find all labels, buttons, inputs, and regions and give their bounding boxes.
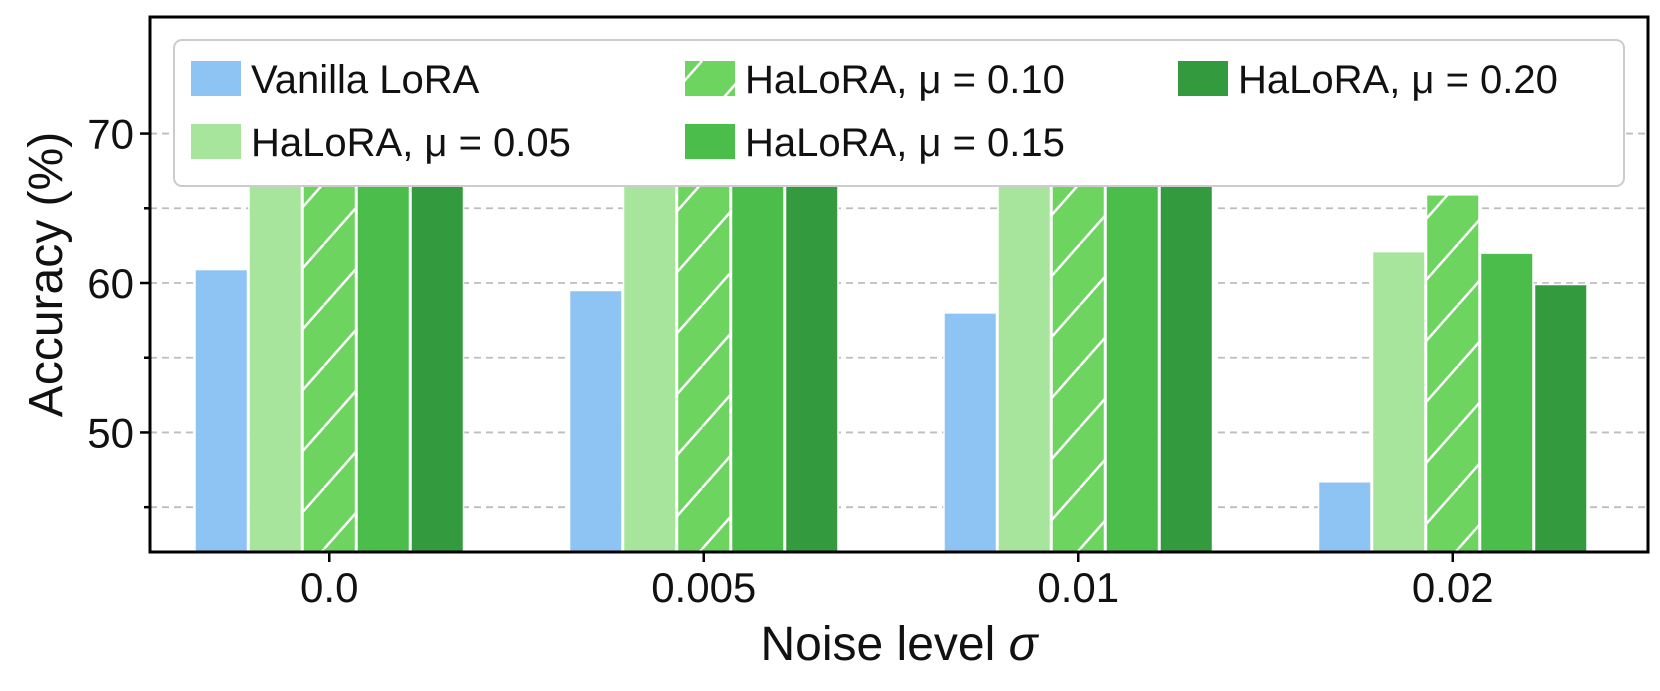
bar-1-0.02 — [1317, 481, 1372, 553]
y-tick-label: 60 — [87, 260, 134, 307]
x-axis-label-symbol: σ — [1009, 618, 1040, 671]
legend-label-2: HaLoRA, μ = 0.05 — [251, 121, 571, 165]
legend-swatch-5 — [1178, 61, 1228, 96]
bar-5-0.0 — [410, 141, 465, 553]
legend: Vanilla LoRA HaLoRA, μ = 0.05 HaLoRA, μ = … — [173, 39, 1625, 187]
x-axis-label: Noise level σ — [760, 618, 1039, 671]
bar-2-0.02 — [1371, 250, 1426, 553]
bar-5-0.005 — [784, 149, 839, 553]
x-axis-label-text: Noise level — [760, 618, 1008, 671]
legend-box — [173, 39, 1625, 187]
bar-5-0.01 — [1159, 153, 1214, 553]
bar-1-0.01 — [943, 312, 998, 553]
legend-label-5: HaLoRA, μ = 0.20 — [1238, 58, 1558, 102]
bar-2-0.005 — [622, 135, 677, 553]
bar-4-0.02 — [1479, 252, 1534, 553]
x-tick-label: 0.005 — [651, 564, 756, 611]
bar-3-0.0 — [302, 147, 357, 553]
legend-label-3: HaLoRA, μ = 0.10 — [745, 58, 1065, 102]
bar-2-0.0 — [248, 131, 303, 553]
x-tick-label: 0.02 — [1412, 564, 1494, 611]
legend-swatch-3 — [685, 61, 735, 96]
x-ticks: 0.0 0.005 0.01 0.02 — [300, 552, 1494, 611]
legend-swatch-4 — [685, 124, 735, 159]
bar-4-0.005 — [730, 135, 785, 553]
bar-3-0.02 — [1425, 194, 1480, 553]
bar-3-0.005 — [676, 143, 731, 553]
bar-2-0.01 — [997, 150, 1052, 553]
bar-3-0.01 — [1051, 149, 1106, 553]
legend-label-1: Vanilla LoRA — [251, 58, 480, 102]
y-axis-label: Accuracy (%) — [20, 132, 73, 417]
legend-swatch-1 — [191, 61, 241, 96]
y-ticks: 50 60 70 — [87, 111, 150, 509]
bar-4-0.0 — [356, 131, 411, 553]
bar-4-0.01 — [1105, 149, 1160, 553]
x-tick-label: 0.01 — [1037, 564, 1119, 611]
legend-label-4: HaLoRA, μ = 0.15 — [745, 121, 1065, 165]
bar-1-0.0 — [194, 268, 249, 553]
x-tick-label: 0.0 — [300, 564, 358, 611]
bars — [194, 131, 1588, 553]
legend-swatch-2 — [191, 124, 241, 159]
bar-5-0.02 — [1533, 283, 1588, 553]
bar-1-0.005 — [568, 289, 623, 553]
y-tick-label: 70 — [87, 111, 134, 158]
plot-frame — [148, 15, 1650, 554]
y-tick-label: 50 — [87, 409, 134, 456]
